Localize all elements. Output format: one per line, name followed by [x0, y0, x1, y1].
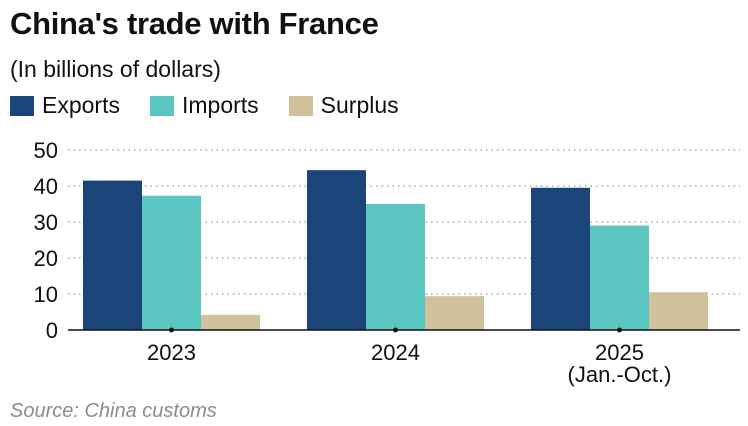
y-tick-label: 0: [46, 318, 58, 343]
legend-item-exports: Exports: [10, 92, 120, 119]
x-tick-mark: [393, 327, 398, 333]
bar-exports-2025: [531, 187, 590, 330]
y-tick-label: 30: [34, 210, 58, 235]
legend-label-exports: Exports: [42, 92, 120, 118]
legend-item-imports: Imports: [149, 92, 259, 119]
y-tick-label: 40: [34, 174, 58, 199]
bar-exports-2024: [307, 170, 366, 330]
legend-swatch-imports: [149, 95, 174, 116]
x-tick-sublabel: (Jan.-Oct.): [568, 362, 672, 387]
x-tick-label: 2024: [371, 340, 420, 365]
legend-label-imports: Imports: [181, 92, 259, 118]
y-tick-label: 10: [34, 282, 58, 307]
bar-imports-2025: [590, 225, 649, 330]
x-tick-mark: [617, 327, 622, 333]
bar-exports-2023: [83, 180, 142, 330]
y-tick-label: 20: [34, 246, 58, 271]
y-tick-label: 50: [34, 138, 58, 163]
legend-label-surplus: Surplus: [320, 92, 399, 118]
legend: Exports Imports Surplus: [10, 92, 429, 119]
x-tick-label: 2023: [147, 340, 196, 365]
x-tick-label: 2025: [595, 340, 644, 365]
bar-imports-2023: [142, 195, 201, 330]
bar-surplus-2023: [201, 314, 260, 330]
chart-title: China's trade with France: [10, 6, 379, 41]
source-note: Source: China customs: [10, 400, 217, 422]
bar-imports-2024: [366, 204, 425, 330]
legend-swatch-exports: [10, 95, 34, 116]
bar-surplus-2025: [649, 292, 708, 330]
x-tick-mark: [169, 327, 174, 333]
chart-subtitle: (In billions of dollars): [10, 56, 221, 82]
legend-item-surplus: Surplus: [288, 92, 399, 119]
legend-swatch-surplus: [288, 95, 313, 116]
bar-surplus-2024: [425, 296, 484, 330]
